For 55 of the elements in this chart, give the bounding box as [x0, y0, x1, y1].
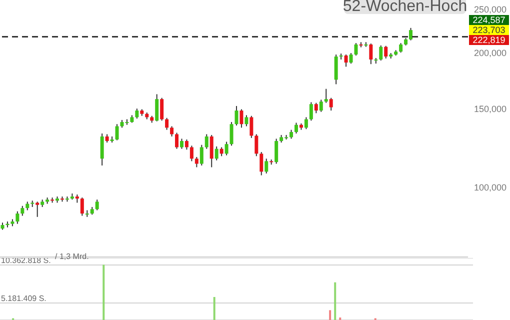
candlestick: [20, 205, 24, 216]
candlestick: [244, 114, 248, 127]
candlestick: [369, 43, 373, 65]
candlestick: [379, 44, 383, 62]
candlestick: [274, 138, 278, 164]
candlestick: [204, 134, 208, 150]
candlestick: [250, 115, 254, 138]
y-tick-label: 5.181.409 S.: [1, 294, 46, 303]
y-tick-label: 150,000: [474, 104, 507, 114]
candlestick: [135, 108, 139, 120]
candlestick: [354, 42, 358, 56]
candlestick: [190, 145, 194, 162]
y-tick-label: 250,000: [474, 4, 507, 14]
candlestick: [165, 117, 169, 130]
candlestick: [344, 54, 348, 68]
candlestick: [170, 126, 174, 137]
candlestick: [319, 99, 323, 112]
candlestick: [314, 102, 318, 114]
candlestick: [224, 141, 228, 156]
candlestick: [230, 122, 234, 146]
candlestick: [210, 134, 214, 168]
candlestick: [200, 144, 204, 166]
candlestick: [399, 42, 403, 54]
candlestick: [194, 156, 198, 168]
candlestick: [294, 122, 298, 134]
candlestick: [100, 132, 104, 166]
candlestick: [155, 94, 159, 122]
candlestick: [115, 124, 119, 141]
candlestick: [160, 97, 164, 122]
candlestick: [234, 106, 238, 126]
text: 222,819: [469, 35, 509, 45]
candlestick: [214, 146, 218, 161]
candlestick: [95, 199, 99, 211]
candlestick: [16, 210, 20, 224]
text: 224,587: [469, 15, 509, 25]
candlestick: [334, 54, 338, 85]
candlestick: [349, 52, 353, 64]
candlestick: [36, 201, 40, 218]
text: 223,703: [469, 25, 509, 35]
candlestick: [309, 102, 313, 122]
candlestick: [240, 108, 244, 128]
candlestick: [384, 45, 388, 60]
candlestick: [329, 97, 333, 112]
candlestick: [260, 152, 264, 176]
y-tick-label: 100,000: [474, 182, 507, 193]
y-tick-label: 200,000: [474, 48, 507, 58]
candlestick: [80, 197, 84, 216]
candlestick: [184, 138, 188, 150]
candlestick: [175, 132, 179, 150]
candlestick: [324, 88, 328, 104]
annotation: / 1,3 Mrd.: [55, 252, 89, 261]
candlestick: [264, 158, 268, 174]
candlestick: [304, 116, 308, 130]
candlestick: [254, 134, 258, 157]
candlestick: [180, 138, 184, 150]
